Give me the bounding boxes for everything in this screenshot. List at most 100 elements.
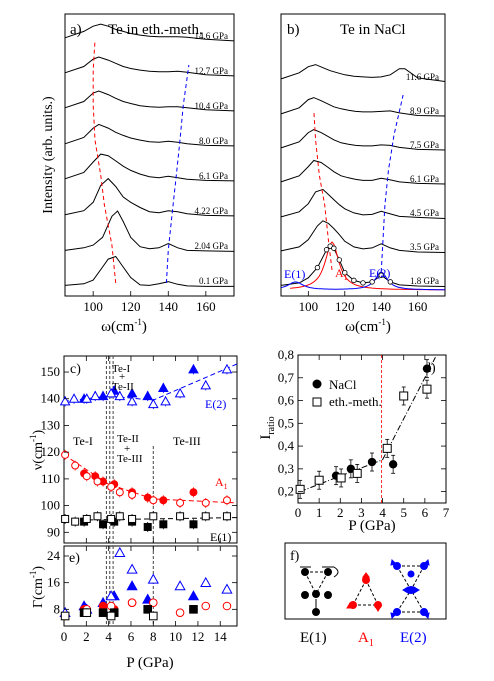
xlabel-omega-b: ω(cm-1) xyxy=(345,317,391,335)
data-point xyxy=(149,512,158,521)
spectrum-line xyxy=(64,123,235,147)
panel-e-letter: e) xyxy=(69,551,80,566)
data-point xyxy=(201,498,210,507)
data-point xyxy=(221,363,233,374)
data-point xyxy=(159,520,168,529)
data-point xyxy=(367,457,377,467)
x-tick-label: 5 xyxy=(400,505,407,520)
fit-data-point xyxy=(314,264,321,271)
x-tick-label: 140 xyxy=(159,299,179,314)
data-point xyxy=(143,522,152,531)
x-tick-label: 120 xyxy=(335,299,355,314)
panel-e-frame xyxy=(63,545,238,627)
spectrum-line xyxy=(64,210,235,252)
xlabel-pressure-e: P (GPa) xyxy=(126,655,173,671)
data-point xyxy=(98,608,108,617)
fit-data-point xyxy=(323,247,330,253)
spectrum-line xyxy=(64,255,234,287)
data-point xyxy=(126,395,138,406)
x-tick-label: 2 xyxy=(337,505,344,520)
mode-label-a1: A1 xyxy=(215,475,228,491)
phase-te-ii-b: Te-II xyxy=(112,381,134,393)
y-tick-label: 120 xyxy=(41,444,61,459)
y-tick-label: 90 xyxy=(47,524,60,539)
e2-guide-line xyxy=(380,94,404,273)
data-point xyxy=(99,520,108,529)
x-tick-label: 4 xyxy=(379,505,386,520)
pressure-label-a: 14.6 GPa xyxy=(195,31,229,41)
y-tick-label: 140 xyxy=(41,391,61,406)
data-point xyxy=(189,520,198,529)
data-point xyxy=(82,472,91,481)
spectrum-line xyxy=(280,64,446,82)
data-point xyxy=(89,390,101,401)
pressure-label-b: 7.5 GPa xyxy=(410,140,439,150)
spectrum-line xyxy=(64,177,235,217)
panel-a-frame xyxy=(64,13,235,297)
x-tick-label: 160 xyxy=(196,299,216,314)
phase-te-ii: Te-II xyxy=(117,433,139,445)
data-point xyxy=(176,498,185,507)
x-tick-label: 2 xyxy=(83,629,90,644)
pressure-label-a: 0.1 GPa xyxy=(199,276,228,286)
ylabel-nu: ν(cm-1) xyxy=(28,430,46,471)
f-label-e2: E(2) xyxy=(400,630,427,646)
data-point xyxy=(314,475,324,485)
panel-b-frame xyxy=(280,13,446,297)
x-tick-label: 12 xyxy=(191,629,204,644)
e-components xyxy=(280,271,445,291)
spectrum-line xyxy=(280,159,446,185)
legend-eth-marker xyxy=(312,397,322,407)
legend-nacl: NaCl xyxy=(329,377,357,392)
data-point xyxy=(114,546,126,557)
data-point xyxy=(82,514,91,523)
data-point xyxy=(388,460,398,469)
pressure-label-a: 4.22 GPa xyxy=(195,206,229,216)
data-point xyxy=(422,384,432,394)
data-point xyxy=(71,461,80,470)
x-tick-label: 6 xyxy=(128,629,135,644)
f-label-e1: E(1) xyxy=(300,630,327,646)
panel-c-frame xyxy=(63,355,238,544)
panel-b: 100 120 140 160 b) Te in NaCl 1.8 GPa 3.5 GP… xyxy=(280,13,446,314)
panel-b-pressure-labels: 1.8 GPa 3.5 GPa 4.5 GPa 6.1 GPa 7.5 GPa 8.9 G… xyxy=(406,72,439,286)
x-tick-label: 140 xyxy=(371,299,391,314)
data-point xyxy=(143,605,153,614)
panel-d-points xyxy=(295,359,432,499)
data-point xyxy=(336,473,346,483)
panel-d-ticks: 0,2 0,3 0,4 0,5 0,6 0,7 0,8 0 1 2 3 4 5 6 7 xyxy=(278,347,450,520)
data-point xyxy=(188,363,199,374)
pressure-label-b: 6.1 GPa xyxy=(410,174,439,184)
ylabel-iratio: Iratio xyxy=(258,416,277,439)
data-point xyxy=(127,598,137,607)
x-tick-label: 1 xyxy=(316,505,323,520)
y-tick-label: 8 xyxy=(54,601,61,616)
label-e1-mode: E(1) xyxy=(284,267,305,281)
data-point xyxy=(61,514,70,523)
pressure-label-b: 11.6 GPa xyxy=(406,72,439,82)
data-point xyxy=(105,590,117,601)
mode-label-e2: E(2) xyxy=(205,397,226,411)
panel-a-pressure-labels: 0.1 GPa 2.04 GPa 4.22 GPa 6.1 GPa 8.0 GPa 10.… xyxy=(195,31,229,286)
data-point xyxy=(93,477,102,486)
x-tick-label: 120 xyxy=(121,299,141,314)
data-point xyxy=(174,580,186,591)
data-point xyxy=(187,590,200,601)
x-tick-label: 100 xyxy=(299,299,319,314)
fit-data-point xyxy=(331,245,337,251)
data-point xyxy=(107,482,116,491)
data-point xyxy=(107,514,116,523)
panel-a-spectra xyxy=(64,23,235,287)
y-tick-label: 16 xyxy=(47,575,61,590)
panel-f-frame xyxy=(284,542,447,620)
pressure-label-b: 4.5 GPa xyxy=(410,208,439,218)
spectrum-line xyxy=(64,23,235,42)
pressure-label-b: 3.5 GPa xyxy=(410,242,439,252)
fit-data-point xyxy=(336,257,343,263)
data-point xyxy=(159,496,168,505)
panel-d-frame xyxy=(297,354,447,504)
label-a1-mode: A1 xyxy=(335,266,348,282)
x-tick-label: 14 xyxy=(214,629,228,644)
